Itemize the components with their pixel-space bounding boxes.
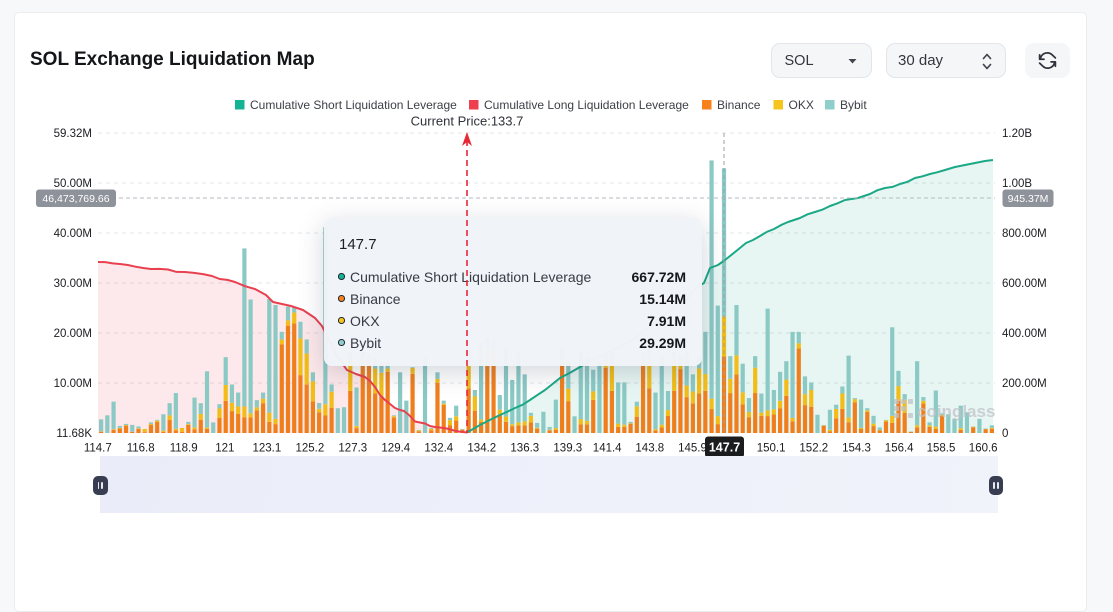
svg-text:40.00M: 40.00M [54, 228, 92, 240]
svg-text:46,473,769.66: 46,473,769.66 [42, 193, 109, 205]
svg-text:154.3: 154.3 [842, 443, 871, 455]
svg-text:114.7: 114.7 [84, 443, 112, 455]
svg-text:121: 121 [215, 443, 234, 455]
svg-text:156.4: 156.4 [885, 443, 914, 455]
svg-text:116.8: 116.8 [127, 443, 155, 455]
svg-text:coinglass: coinglass [917, 402, 995, 421]
svg-text:147.7: 147.7 [709, 441, 740, 455]
svg-text:129.4: 129.4 [381, 443, 410, 455]
svg-text:123.1: 123.1 [253, 443, 282, 455]
svg-text:150.1: 150.1 [757, 443, 786, 455]
svg-text:600.00M: 600.00M [1002, 278, 1047, 290]
svg-text:800.00M: 800.00M [1002, 228, 1047, 240]
svg-text:59.32M: 59.32M [54, 128, 92, 140]
svg-text:141.4: 141.4 [593, 443, 622, 455]
svg-text:Bybit: Bybit [840, 98, 867, 112]
svg-text:200.00M: 200.00M [1002, 378, 1047, 390]
svg-text:118.9: 118.9 [170, 443, 198, 455]
svg-text:134.2: 134.2 [467, 443, 496, 455]
svg-text:Cumulative Short Liquidation L: Cumulative Short Liquidation Leverage [250, 98, 457, 112]
svg-text:10.00M: 10.00M [54, 378, 92, 390]
svg-text:20.00M: 20.00M [54, 328, 92, 340]
svg-text:Cumulative Long Liquidation Le: Cumulative Long Liquidation Leverage [484, 98, 689, 112]
svg-text:136.3: 136.3 [510, 443, 539, 455]
svg-text:30.00M: 30.00M [54, 278, 92, 290]
svg-text:158.5: 158.5 [927, 443, 956, 455]
svg-text:11.68K: 11.68K [56, 428, 92, 440]
svg-text:50.00M: 50.00M [54, 178, 92, 190]
svg-text:400.00M: 400.00M [1002, 328, 1047, 340]
svg-text:0: 0 [1002, 428, 1008, 440]
svg-text:125.2: 125.2 [296, 443, 325, 455]
svg-text:143.8: 143.8 [635, 443, 664, 455]
svg-text:127.3: 127.3 [338, 443, 367, 455]
svg-text:145.9: 145.9 [678, 443, 707, 455]
svg-text:152.2: 152.2 [799, 443, 828, 455]
svg-text:Current Price:133.7: Current Price:133.7 [411, 114, 524, 129]
svg-text:1.00B: 1.00B [1002, 178, 1032, 190]
svg-text:132.4: 132.4 [424, 443, 453, 455]
svg-text:Binance: Binance [717, 98, 761, 112]
svg-text:160.6: 160.6 [969, 443, 998, 455]
svg-text:139.3: 139.3 [553, 443, 582, 455]
svg-text:945.37M: 945.37M [1008, 193, 1049, 205]
svg-text:OKX: OKX [789, 98, 814, 112]
svg-text:1.20B: 1.20B [1002, 128, 1032, 140]
